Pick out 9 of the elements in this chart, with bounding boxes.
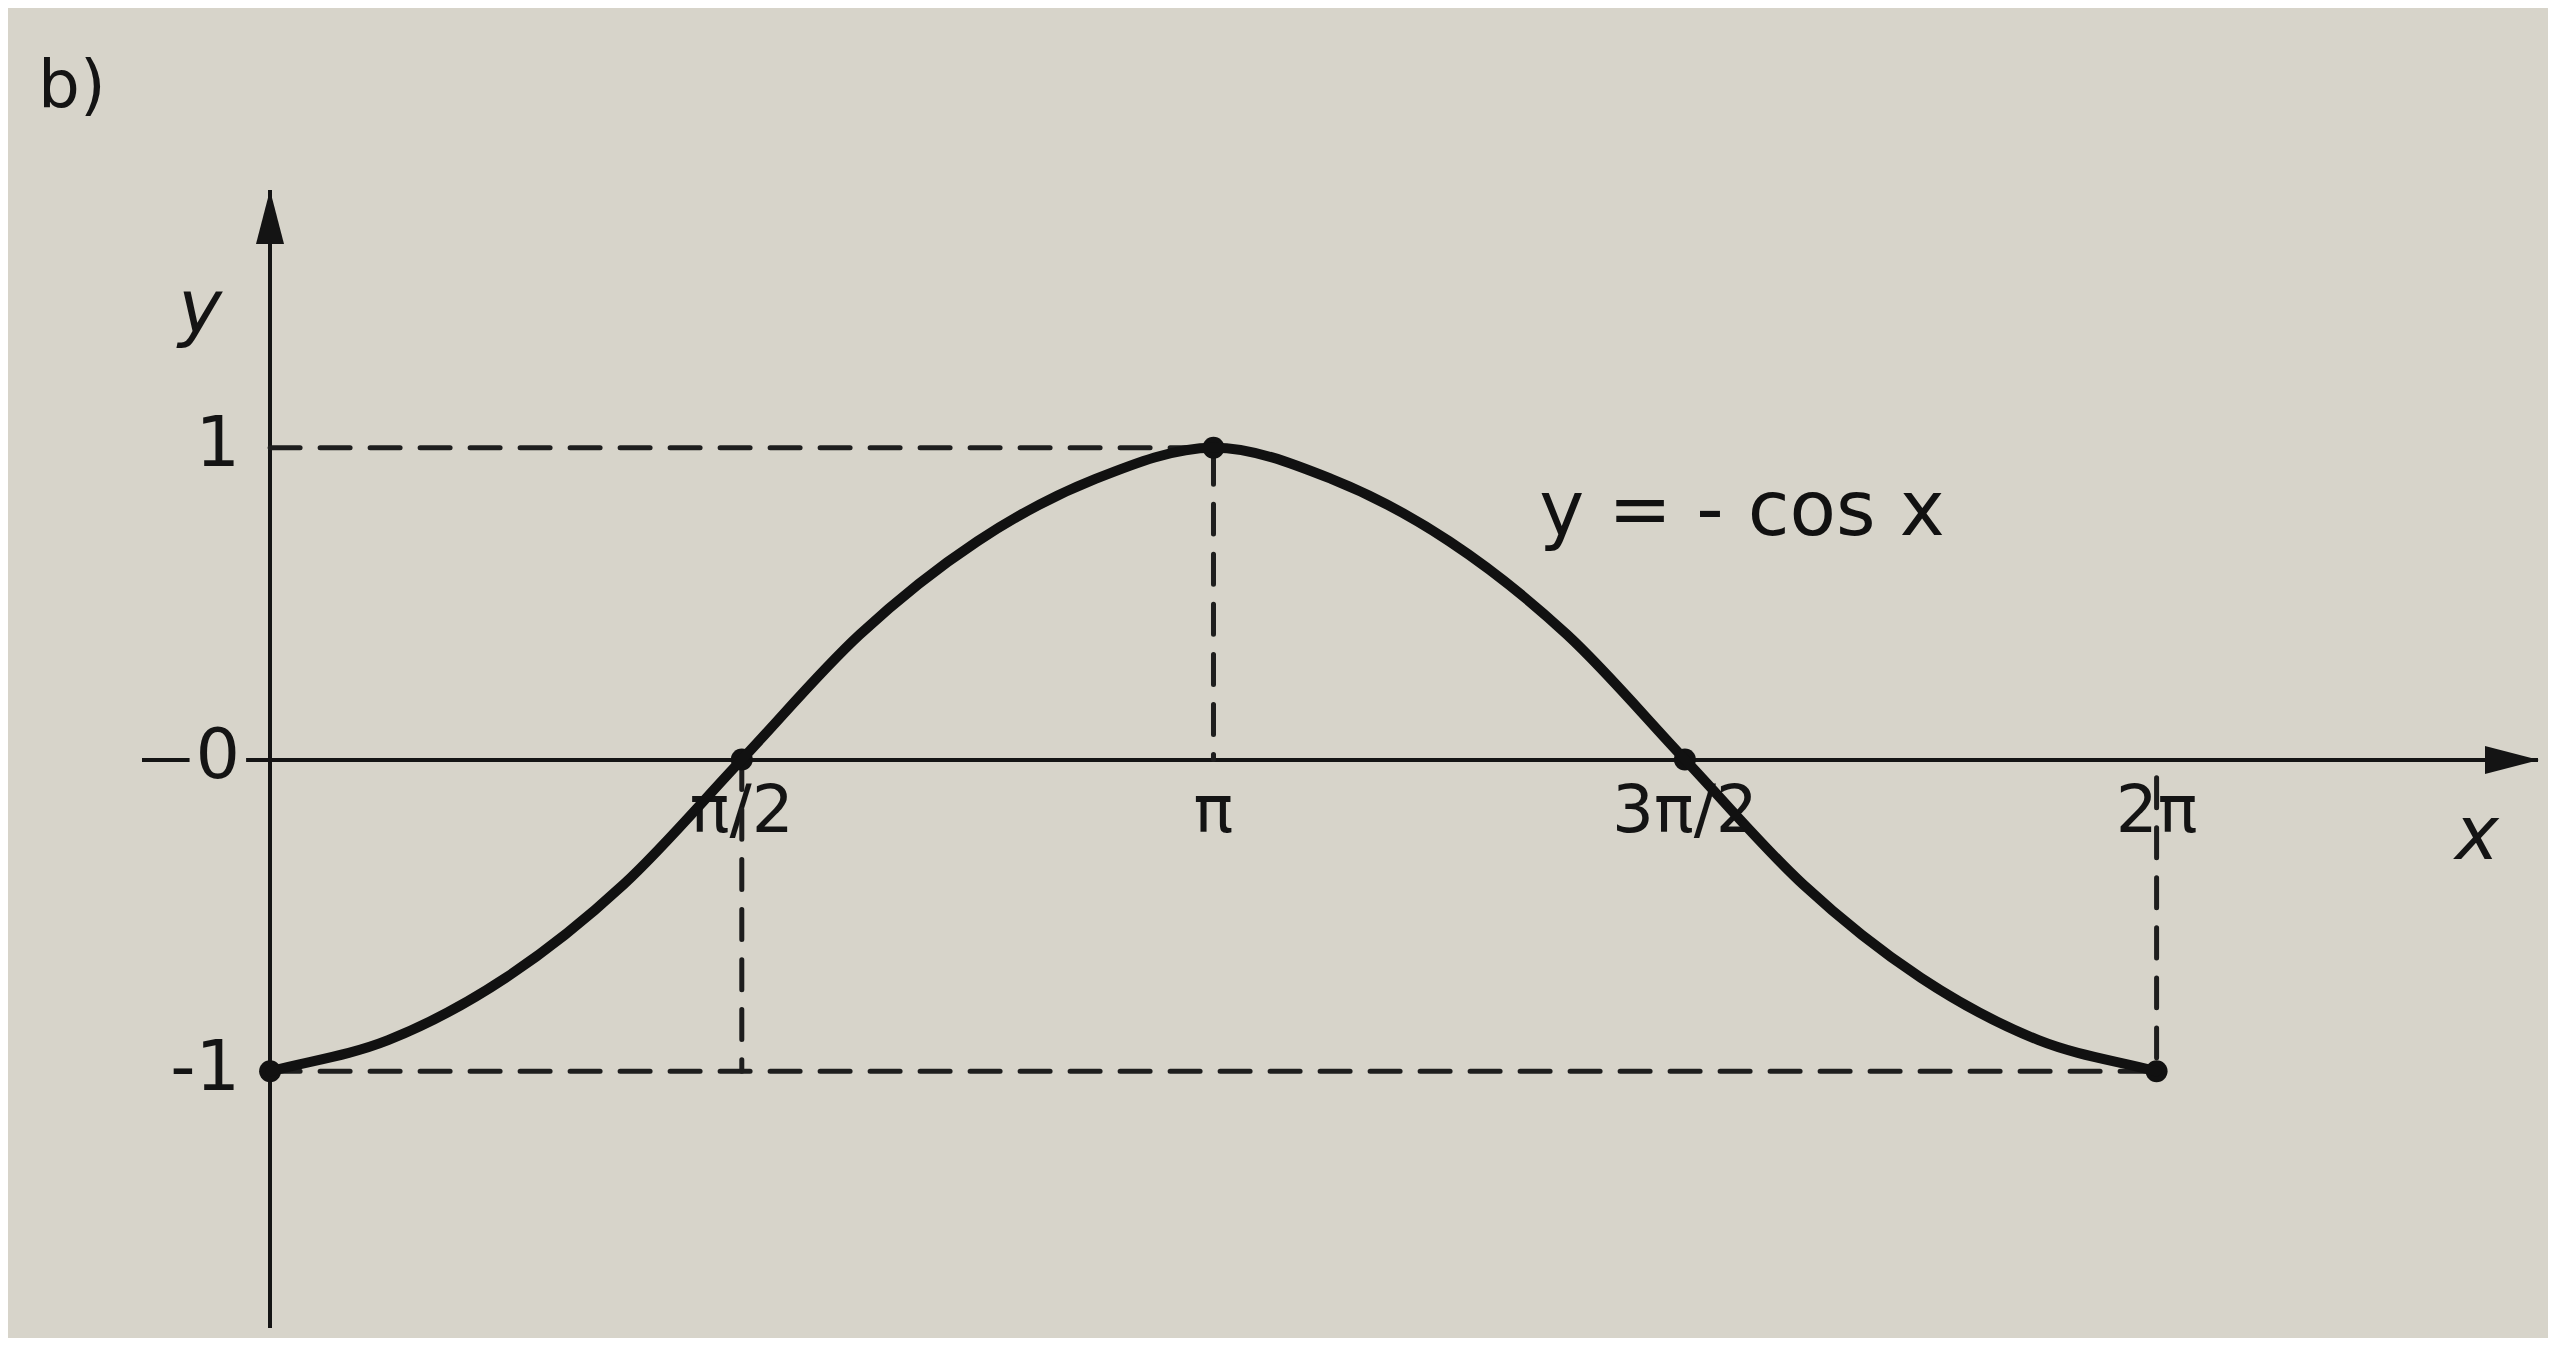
chart-title: b): [38, 46, 106, 124]
y-tick-label: -1: [170, 1024, 241, 1107]
series-label: y = - cos x: [1539, 464, 1945, 554]
x-axis-title: x: [2453, 789, 2501, 876]
y-axis-title: y: [176, 264, 224, 351]
y-tick-label: 1: [195, 400, 241, 483]
x-tick-label: 2π: [2115, 771, 2198, 849]
x-tick-label: π: [1193, 771, 1234, 849]
y-tick-label: 0: [195, 712, 241, 795]
